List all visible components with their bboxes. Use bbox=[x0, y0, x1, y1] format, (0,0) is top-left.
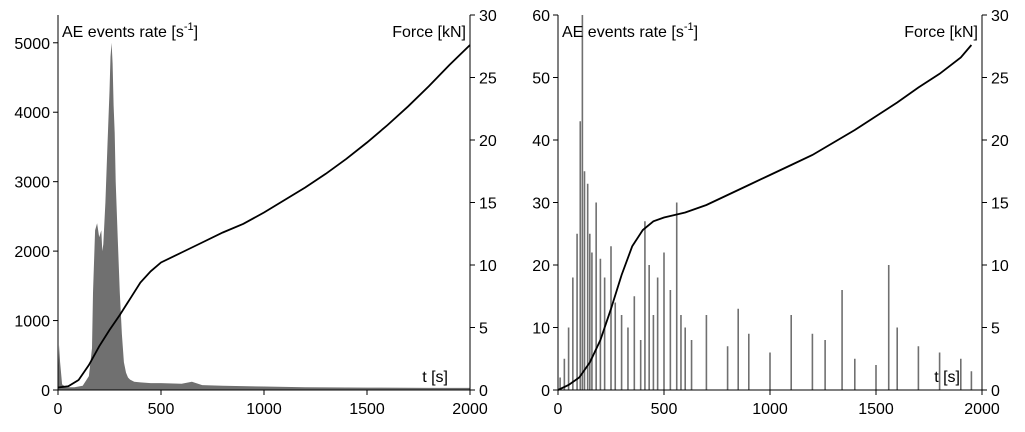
x-tick-label: 0 bbox=[54, 401, 63, 418]
y-left-tick-label: 20 bbox=[532, 258, 550, 275]
x-tick-label: 2000 bbox=[452, 401, 488, 418]
y-left-tick-label: 0 bbox=[541, 383, 550, 400]
y-left-label: AE events rate [s-1] bbox=[562, 21, 698, 41]
y-right-label: Force [kN] bbox=[392, 24, 466, 41]
y-right-tick-label: 15 bbox=[479, 196, 497, 213]
y-right-tick-label: 20 bbox=[479, 133, 497, 150]
y-right-label: Force [kN] bbox=[904, 24, 978, 41]
y-left-tick-label: 50 bbox=[532, 71, 550, 88]
y-left-tick-label: 5000 bbox=[14, 36, 50, 53]
y-left-tick-label: 3000 bbox=[14, 175, 50, 192]
x-tick-label: 1500 bbox=[858, 401, 894, 418]
force-line bbox=[57, 44, 471, 389]
y-right-tick-label: 25 bbox=[991, 71, 1009, 88]
ae-rate-area bbox=[58, 42, 470, 391]
x-tick-label: 1000 bbox=[246, 401, 282, 418]
y-right-tick-label: 5 bbox=[479, 321, 488, 338]
y-right-tick-label: 0 bbox=[479, 383, 488, 400]
x-tick-label: 0 bbox=[554, 401, 563, 418]
force-line bbox=[557, 44, 973, 391]
y-left-tick-label: 40 bbox=[532, 133, 550, 150]
x-tick-label: 500 bbox=[651, 401, 678, 418]
x-tick-label: 500 bbox=[148, 401, 175, 418]
x-tick-label: 2000 bbox=[964, 401, 1000, 418]
x-axis-label: t [s] bbox=[422, 369, 448, 386]
y-left-label: AE events rate [s-1] bbox=[62, 21, 198, 41]
y-right-tick-label: 30 bbox=[479, 8, 497, 25]
y-right-tick-label: 20 bbox=[991, 133, 1009, 150]
y-right-tick-label: 25 bbox=[479, 71, 497, 88]
chart-panel-right: 0 500 1000 1500 2000010203040506005101520253… bbox=[532, 8, 1009, 418]
y-left-tick-label: 2000 bbox=[14, 244, 50, 261]
y-left-tick-label: 30 bbox=[532, 196, 550, 213]
y-right-tick-label: 0 bbox=[991, 383, 1000, 400]
y-right-tick-label: 30 bbox=[991, 8, 1009, 25]
x-tick-label: 1000 bbox=[752, 401, 788, 418]
y-right-tick-label: 10 bbox=[479, 258, 497, 275]
y-left-tick-label: 4000 bbox=[14, 105, 50, 122]
y-left-tick-label: 60 bbox=[532, 8, 550, 25]
y-right-tick-label: 15 bbox=[991, 196, 1009, 213]
chart-panel-left: 0 500 1000 1500 2000010002000300040005000051… bbox=[14, 8, 496, 418]
x-tick-label: 1500 bbox=[349, 401, 385, 418]
y-left-tick-label: 0 bbox=[41, 383, 50, 400]
y-right-tick-label: 10 bbox=[991, 258, 1009, 275]
y-right-tick-label: 5 bbox=[991, 321, 1000, 338]
y-left-tick-label: 10 bbox=[532, 321, 550, 338]
x-axis-label: t [s] bbox=[934, 369, 960, 386]
y-left-tick-label: 1000 bbox=[14, 314, 50, 331]
